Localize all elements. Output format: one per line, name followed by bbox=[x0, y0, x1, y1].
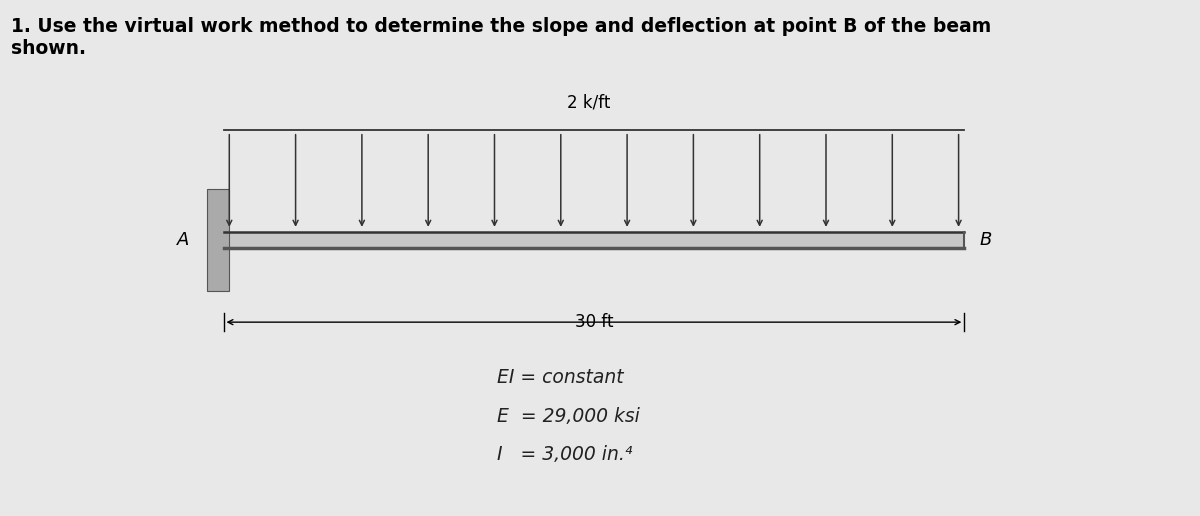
Text: 30 ft: 30 ft bbox=[575, 313, 613, 331]
Text: I   = 3,000 in.⁴: I = 3,000 in.⁴ bbox=[497, 445, 632, 464]
Text: A: A bbox=[178, 231, 190, 249]
Bar bbox=[223, 232, 965, 248]
Text: 2 k/ft: 2 k/ft bbox=[566, 94, 610, 112]
Text: EI = constant: EI = constant bbox=[497, 368, 624, 388]
Text: B: B bbox=[979, 231, 991, 249]
Bar bbox=[206, 189, 229, 292]
Text: E  = 29,000 ksi: E = 29,000 ksi bbox=[497, 407, 640, 426]
Text: 1. Use the virtual work method to determine the slope and deflection at point B : 1. Use the virtual work method to determ… bbox=[11, 17, 991, 58]
